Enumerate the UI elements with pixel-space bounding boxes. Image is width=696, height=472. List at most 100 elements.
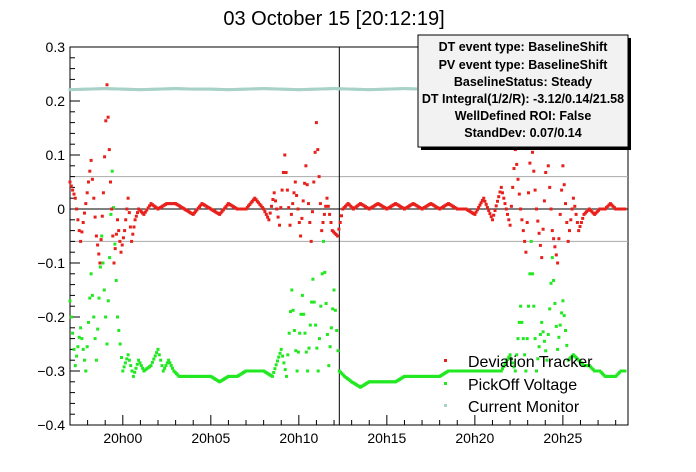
data-point xyxy=(303,181,307,185)
data-point xyxy=(474,210,478,214)
data-point xyxy=(130,369,134,373)
data-point xyxy=(75,354,79,358)
data-point xyxy=(375,87,379,91)
data-point xyxy=(302,312,306,316)
data-point xyxy=(73,364,77,368)
data-point xyxy=(293,180,297,184)
data-point xyxy=(80,230,84,234)
data-point xyxy=(479,201,483,205)
data-point xyxy=(150,87,154,91)
data-point xyxy=(275,207,279,211)
data-point xyxy=(369,88,373,92)
data-point xyxy=(358,87,362,91)
data-point xyxy=(132,225,136,229)
data-point xyxy=(112,261,116,265)
data-point xyxy=(380,87,384,91)
data-point xyxy=(163,366,167,370)
data-point xyxy=(202,87,206,91)
data-point xyxy=(286,353,290,357)
data-point xyxy=(228,88,232,92)
data-point xyxy=(348,87,352,91)
data-point xyxy=(306,87,310,91)
data-point xyxy=(300,88,304,92)
data-point xyxy=(297,221,301,224)
data-point xyxy=(361,88,365,91)
data-point xyxy=(310,300,314,304)
data-point xyxy=(314,121,318,125)
data-point xyxy=(305,87,309,91)
data-point xyxy=(521,229,525,233)
data-point xyxy=(94,87,98,91)
data-point xyxy=(224,205,228,209)
data-point xyxy=(198,205,201,209)
data-point xyxy=(548,185,552,189)
data-point xyxy=(262,87,266,91)
data-point xyxy=(97,252,101,256)
data-point xyxy=(537,231,541,235)
data-point xyxy=(552,237,556,241)
data-point xyxy=(114,279,118,282)
data-point xyxy=(327,364,331,368)
data-point xyxy=(71,88,75,92)
data-point xyxy=(266,87,270,91)
data-point xyxy=(77,229,81,233)
data-point xyxy=(340,87,344,91)
data-point xyxy=(118,239,122,243)
data-point xyxy=(556,261,560,265)
data-point xyxy=(561,299,565,303)
data-point xyxy=(409,87,413,91)
data-point xyxy=(277,355,281,359)
data-point xyxy=(268,211,272,215)
data-point xyxy=(327,87,331,91)
data-point xyxy=(494,204,498,208)
data-point xyxy=(120,243,124,247)
data-point xyxy=(335,87,339,91)
data-point xyxy=(316,148,320,152)
data-point xyxy=(104,119,108,123)
data-point xyxy=(90,293,94,297)
data-point xyxy=(273,367,277,371)
data-point xyxy=(550,229,554,233)
data-point xyxy=(259,204,263,208)
data-point xyxy=(311,277,315,281)
data-point xyxy=(106,87,110,91)
data-point xyxy=(345,87,349,91)
data-point xyxy=(225,88,229,92)
data-point xyxy=(83,358,86,362)
data-point xyxy=(84,202,88,206)
data-point xyxy=(525,337,529,341)
data-point xyxy=(540,320,544,324)
y-tick-label: 0.1 xyxy=(46,147,66,163)
series-deviation-tracker xyxy=(68,83,627,265)
data-point xyxy=(556,347,560,351)
data-point xyxy=(311,210,314,214)
data-point xyxy=(485,206,489,209)
data-point xyxy=(167,87,171,91)
data-point xyxy=(295,194,299,197)
data-point xyxy=(502,364,506,368)
x-tick-label: 20h05 xyxy=(191,430,230,446)
data-point xyxy=(281,171,285,174)
data-point xyxy=(72,347,76,351)
data-point xyxy=(312,300,316,304)
data-point xyxy=(126,87,130,91)
data-point xyxy=(257,87,261,91)
data-point xyxy=(121,369,125,373)
data-point xyxy=(542,199,546,203)
data-point xyxy=(525,221,529,224)
data-point xyxy=(129,87,133,91)
data-point xyxy=(303,331,307,335)
data-point xyxy=(156,87,160,91)
data-point xyxy=(324,302,328,305)
data-point xyxy=(219,211,223,215)
data-point xyxy=(102,87,106,91)
data-point xyxy=(161,87,165,91)
data-point xyxy=(568,229,571,233)
data-point xyxy=(326,87,330,91)
data-point xyxy=(516,337,520,341)
data-point xyxy=(110,87,114,91)
data-point xyxy=(318,87,322,91)
data-point xyxy=(492,213,496,217)
data-point xyxy=(133,218,137,222)
data-point xyxy=(113,242,117,246)
